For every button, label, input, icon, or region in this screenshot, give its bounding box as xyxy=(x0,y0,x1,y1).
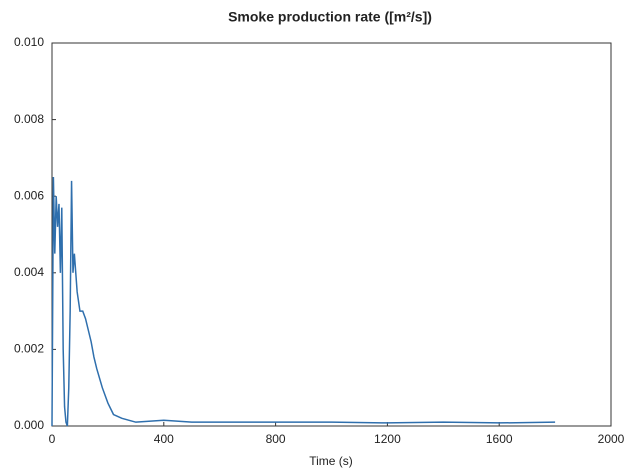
y-tick-label: 0.002 xyxy=(14,342,44,356)
x-tick-label: 800 xyxy=(266,432,286,446)
y-tick-label: 0.006 xyxy=(14,188,44,202)
x-tick-label: 0 xyxy=(49,432,56,446)
y-tick-label: 0.008 xyxy=(14,112,44,126)
x-tick-label: 400 xyxy=(154,432,174,446)
x-tick-label: 1600 xyxy=(486,432,513,446)
data-line xyxy=(51,177,556,427)
y-tick-label: 0.010 xyxy=(14,35,44,49)
x-tick-label: 1200 xyxy=(374,432,401,446)
y-tick-label: 0.004 xyxy=(14,265,44,279)
x-axis-label: Time (s) xyxy=(309,454,353,468)
chart-title: Smoke production rate ([m²/s]) xyxy=(228,9,432,25)
plot-frame xyxy=(51,42,612,427)
y-tick-label: 0.000 xyxy=(14,418,44,432)
x-tick-label: 2000 xyxy=(598,432,624,446)
